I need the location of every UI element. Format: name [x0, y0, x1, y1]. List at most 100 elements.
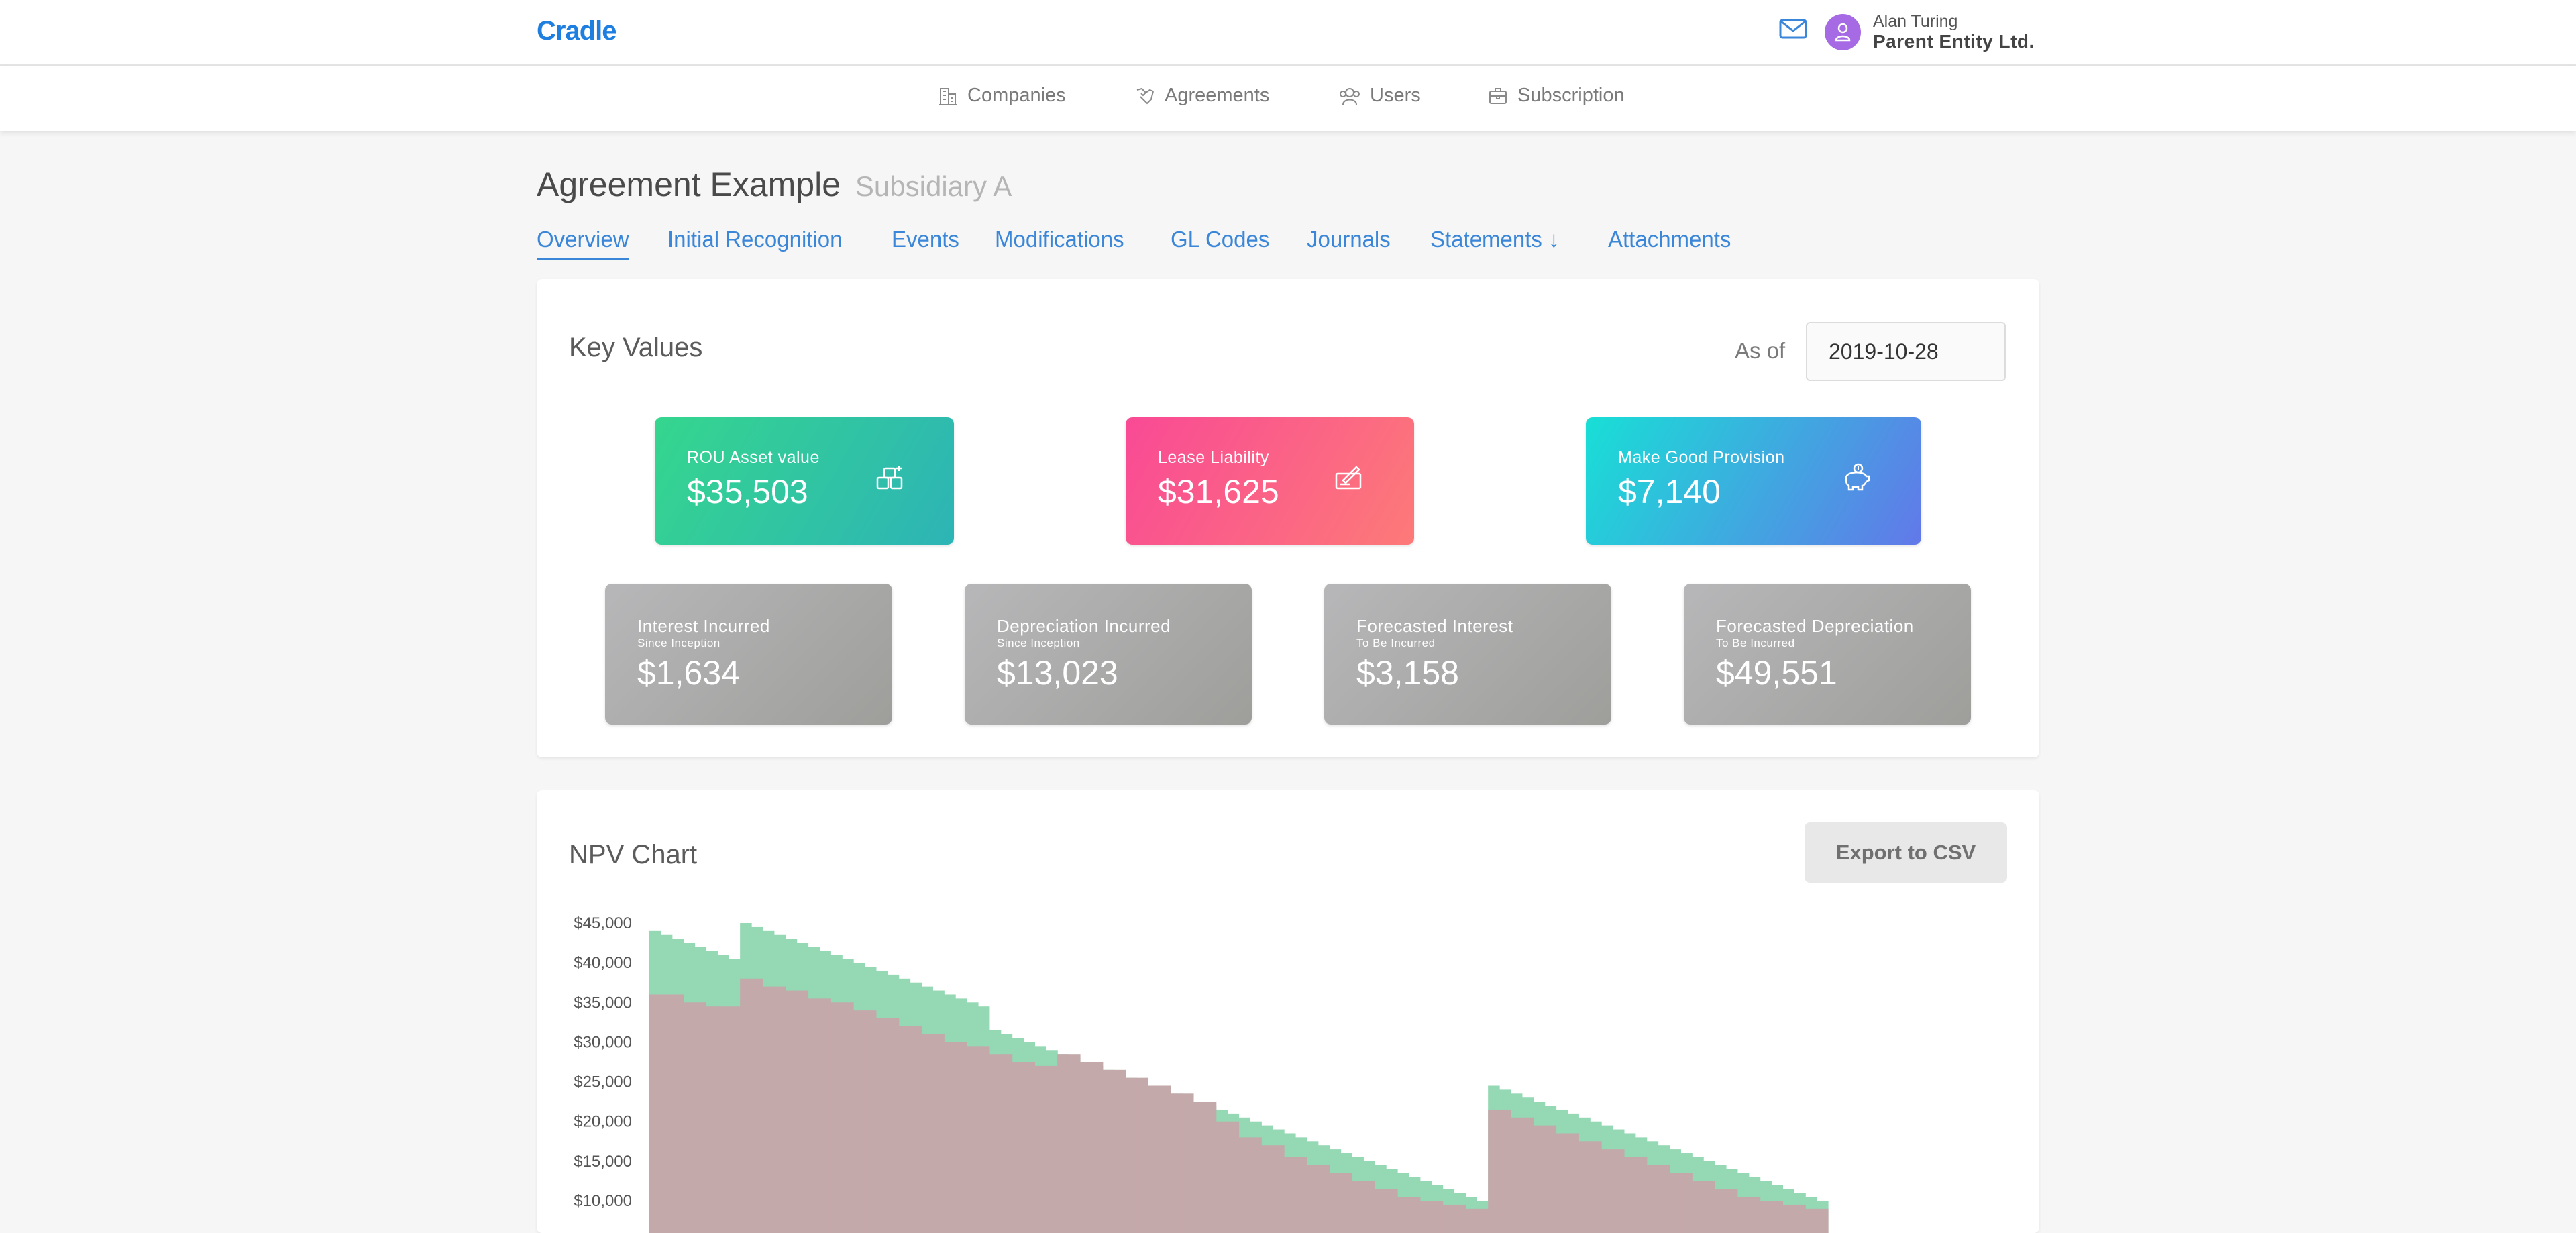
liability-bar[interactable]: [1760, 1201, 1772, 1233]
tab-events[interactable]: Events: [892, 227, 959, 252]
liability-bar[interactable]: [740, 978, 752, 1233]
liability-bar[interactable]: [672, 994, 684, 1233]
tab-modifications[interactable]: Modifications: [995, 227, 1124, 252]
liability-bar[interactable]: [1079, 1062, 1092, 1233]
nav-item-users[interactable]: Users: [1339, 85, 1421, 107]
app-logo[interactable]: Cradle: [537, 16, 616, 46]
liability-bar[interactable]: [1782, 1204, 1794, 1233]
liability-bar[interactable]: [1261, 1145, 1273, 1233]
liability-bar[interactable]: [1794, 1204, 1806, 1233]
liability-bar[interactable]: [1012, 1062, 1024, 1233]
liability-bar[interactable]: [1295, 1157, 1307, 1233]
liability-bar[interactable]: [1375, 1189, 1387, 1233]
liability-bar[interactable]: [1318, 1165, 1330, 1233]
liability-bar[interactable]: [864, 1010, 877, 1233]
liability-bar[interactable]: [1148, 1085, 1160, 1233]
nav-item-companies[interactable]: Companies: [938, 85, 1066, 107]
liability-bar[interactable]: [1771, 1201, 1784, 1233]
tab-attachments[interactable]: Attachments: [1608, 227, 1731, 252]
liability-bar[interactable]: [660, 994, 673, 1233]
nav-item-subscription[interactable]: Subscription: [1488, 85, 1625, 107]
liability-bar[interactable]: [932, 1034, 945, 1233]
liability-bar[interactable]: [1159, 1085, 1171, 1233]
liability-bar[interactable]: [1715, 1189, 1727, 1233]
liability-bar[interactable]: [762, 986, 775, 1233]
liability-bar[interactable]: [1125, 1077, 1138, 1233]
liability-bar[interactable]: [1227, 1121, 1240, 1233]
liability-bar[interactable]: [1102, 1069, 1115, 1233]
liability-bar[interactable]: [1658, 1165, 1670, 1233]
avatar[interactable]: [1825, 14, 1861, 50]
liability-bar[interactable]: [808, 998, 820, 1233]
liability-bar[interactable]: [921, 1034, 933, 1233]
liability-bar[interactable]: [1046, 1065, 1058, 1233]
liability-bar[interactable]: [1091, 1062, 1104, 1233]
liability-bar[interactable]: [729, 1006, 741, 1233]
liability-bar[interactable]: [1669, 1173, 1681, 1233]
liability-bar[interactable]: [1000, 1054, 1013, 1233]
liability-bar[interactable]: [1703, 1181, 1715, 1233]
liability-bar[interactable]: [1136, 1077, 1148, 1233]
liability-bar[interactable]: [1442, 1204, 1455, 1233]
liability-bar[interactable]: [1737, 1197, 1750, 1233]
liability-bar[interactable]: [887, 1018, 900, 1233]
liability-bar[interactable]: [1533, 1125, 1546, 1233]
liability-bar[interactable]: [1488, 1109, 1500, 1233]
liability-bar[interactable]: [1171, 1093, 1183, 1233]
tab-gl-codes[interactable]: GL Codes: [1171, 227, 1270, 252]
liability-bar[interactable]: [1419, 1201, 1432, 1233]
liability-bar[interactable]: [910, 1026, 922, 1233]
liability-bar[interactable]: [1805, 1208, 1817, 1233]
liability-bar[interactable]: [1578, 1141, 1591, 1233]
liability-bar[interactable]: [694, 1002, 707, 1233]
liability-bar[interactable]: [1431, 1201, 1444, 1233]
export-csv-button[interactable]: Export to CSV: [1805, 822, 2007, 883]
liability-bar[interactable]: [898, 1026, 911, 1233]
liability-bar[interactable]: [1623, 1157, 1636, 1233]
liability-bar[interactable]: [1680, 1173, 1693, 1233]
liability-bar[interactable]: [944, 1042, 956, 1233]
liability-bar[interactable]: [1114, 1069, 1126, 1233]
liability-bar[interactable]: [1692, 1181, 1704, 1233]
liability-bar[interactable]: [1363, 1181, 1375, 1233]
liability-bar[interactable]: [1386, 1189, 1398, 1233]
liability-bar[interactable]: [1340, 1173, 1353, 1233]
liability-bar[interactable]: [1646, 1165, 1659, 1233]
liability-bar[interactable]: [717, 1006, 729, 1233]
liability-bar[interactable]: [977, 1046, 990, 1233]
liability-bar[interactable]: [853, 1010, 865, 1233]
liability-bar[interactable]: [875, 1018, 888, 1233]
liability-bar[interactable]: [1182, 1093, 1194, 1233]
liability-bar[interactable]: [989, 1054, 1002, 1233]
liability-bar[interactable]: [785, 990, 798, 1233]
liability-bar[interactable]: [830, 1002, 843, 1233]
liability-bar[interactable]: [1556, 1133, 1568, 1233]
liability-bar[interactable]: [1567, 1133, 1579, 1233]
liability-bar[interactable]: [1023, 1062, 1035, 1233]
tab-initial-recognition[interactable]: Initial Recognition: [667, 227, 843, 252]
liability-bar[interactable]: [1069, 1054, 1081, 1233]
liability-bar[interactable]: [1521, 1117, 1534, 1233]
liability-bar[interactable]: [1601, 1149, 1613, 1233]
nav-item-agreements[interactable]: Agreements: [1135, 85, 1269, 107]
tab-overview[interactable]: Overview: [537, 227, 629, 260]
user-organization[interactable]: Parent Entity Ltd.: [1873, 31, 2035, 52]
liability-bar[interactable]: [1238, 1137, 1250, 1233]
liability-bar[interactable]: [1273, 1145, 1285, 1233]
user-name[interactable]: Alan Turing: [1873, 12, 1958, 31]
liability-bar[interactable]: [796, 990, 809, 1233]
mail-icon[interactable]: [1779, 19, 1807, 39]
liability-bar[interactable]: [773, 986, 786, 1233]
liability-bar[interactable]: [683, 1002, 696, 1233]
liability-bar[interactable]: [819, 998, 831, 1233]
liability-bar[interactable]: [967, 1046, 979, 1233]
tab-statements[interactable]: Statements ↓: [1430, 227, 1560, 252]
liability-bar[interactable]: [1510, 1117, 1523, 1233]
liability-bar[interactable]: [1725, 1189, 1738, 1233]
liability-bar[interactable]: [1284, 1157, 1296, 1233]
liability-bar[interactable]: [1397, 1197, 1409, 1233]
liability-bar[interactable]: [955, 1042, 967, 1233]
liability-bar[interactable]: [1034, 1065, 1046, 1233]
liability-bar[interactable]: [1477, 1208, 1489, 1233]
liability-bar[interactable]: [1817, 1208, 1829, 1233]
